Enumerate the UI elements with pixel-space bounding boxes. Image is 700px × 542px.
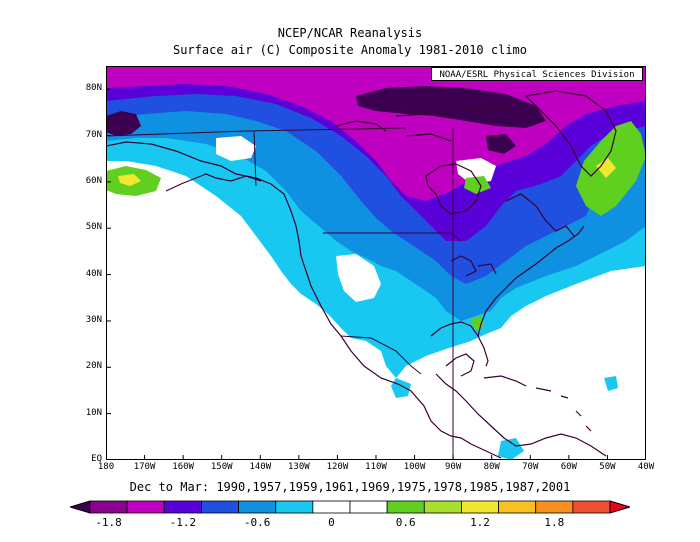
coastline-caribbean — [535, 387, 592, 432]
anomaly-region-green-quebec — [464, 176, 491, 194]
anomaly-region-deep-purple-bering — [106, 111, 141, 136]
coastline-florida — [477, 335, 489, 367]
colorbar-segment — [535, 500, 574, 514]
coastline-north-america-west — [106, 141, 502, 459]
longitude-label: 160W — [172, 462, 194, 472]
latitude-label: 40N — [85, 268, 102, 279]
colorbar-segment — [349, 500, 388, 514]
colorbar-segment — [89, 500, 128, 514]
latitude-label: EQ — [91, 454, 102, 464]
longitude-label: 50W — [599, 462, 616, 472]
boundary-alaska-canada — [253, 130, 257, 187]
coastline-gulf-east — [430, 225, 585, 338]
anomaly-region-yellow-siberia — [118, 174, 141, 186]
map-border-north — [106, 127, 407, 137]
colorbar-segment — [498, 500, 537, 514]
longitude-label: 170W — [133, 462, 156, 472]
longitude-label: 80W — [483, 462, 500, 472]
coastline-central-america — [435, 373, 607, 457]
boundary-us-mexico — [340, 335, 422, 375]
anomaly-region-white-alaska — [216, 136, 256, 161]
longitude-label: 60W — [560, 462, 577, 472]
colorbar-segment — [461, 500, 499, 514]
colorbar-arrow-high — [609, 500, 630, 514]
colorbar-label: 0 — [328, 516, 335, 529]
map-title: NCEP/NCAR Reanalysis — [277, 26, 423, 40]
anomaly-region-yellow-greenland — [596, 158, 616, 178]
colorbar-label: 0.6 — [395, 516, 416, 529]
longitude-label: 140W — [249, 462, 272, 472]
anomaly-region-cyan-caribbean — [498, 438, 524, 460]
colorbar-label: 1.2 — [470, 516, 490, 529]
longitude-label: 90W — [445, 462, 462, 472]
colorbar-segment — [238, 500, 277, 514]
latitude-label: 50N — [85, 222, 102, 233]
colorbar-segment — [423, 500, 462, 514]
colorbar-label: -0.6 — [243, 516, 271, 529]
longitude-label: 130W — [288, 462, 310, 472]
colorbar-label: -1.2 — [169, 516, 197, 529]
latitude-label: 70N — [85, 129, 102, 140]
anomaly-region-white-plains — [336, 254, 381, 302]
map-canvas — [106, 66, 646, 460]
colorbar-arrow-low — [70, 500, 91, 514]
colorbar-label: 1.8 — [544, 516, 565, 529]
coastline-cuba — [483, 375, 527, 387]
coastline-yucatan — [445, 353, 475, 377]
coastline-alaska-peninsula — [165, 173, 262, 192]
anomaly-region-white-labrador — [456, 158, 496, 184]
latitude-label: 20N — [85, 361, 102, 372]
anomaly-region-cyan-atlantic — [604, 376, 618, 391]
boundaries — [106, 127, 462, 375]
latitude-label: 80N — [85, 83, 102, 94]
composite-dates: Dec to Mar: 1990,1957,1959,1961,1969,197… — [129, 480, 571, 494]
longitude-label: 70W — [522, 462, 539, 472]
coastline-labrador — [505, 193, 575, 237]
colorbar-segment — [201, 500, 239, 514]
coastline-arctic-archipelago — [335, 107, 527, 145]
coastlines — [106, 90, 617, 459]
colorbar-segment — [572, 500, 611, 514]
boundary-us-canada — [323, 232, 462, 242]
coastline-greenland — [524, 90, 617, 177]
longitude-label: 180 — [97, 462, 115, 472]
longitude-label: 100W — [403, 462, 426, 472]
latitude-label: 10N — [85, 407, 102, 418]
anomaly-map — [106, 66, 646, 460]
coastline-great-lakes — [450, 255, 497, 277]
colorbar-label: -1.8 — [95, 516, 122, 529]
anomaly-region-deep-purple-arctic — [356, 86, 546, 128]
latitude-label: 60N — [85, 175, 102, 186]
colorbar-segment — [163, 500, 202, 514]
map-subtitle: Surface air (C) Composite Anomaly 1981-2… — [172, 43, 527, 57]
latitude-label: 30N — [85, 314, 102, 325]
longitude-label: 120W — [326, 462, 349, 472]
colorbar-segment — [275, 500, 314, 514]
credit-label: NOAA/ESRL Physical Sciences Division — [431, 67, 643, 81]
colorbar-segment — [386, 500, 425, 514]
longitude-label: 40W — [637, 462, 655, 472]
colorbar-segment — [312, 500, 351, 514]
colorbar — [70, 500, 630, 514]
longitude-label: 150W — [210, 462, 233, 472]
colorbar-segment — [126, 500, 165, 514]
map-frame — [106, 66, 646, 460]
longitude-label: 110W — [365, 462, 387, 472]
